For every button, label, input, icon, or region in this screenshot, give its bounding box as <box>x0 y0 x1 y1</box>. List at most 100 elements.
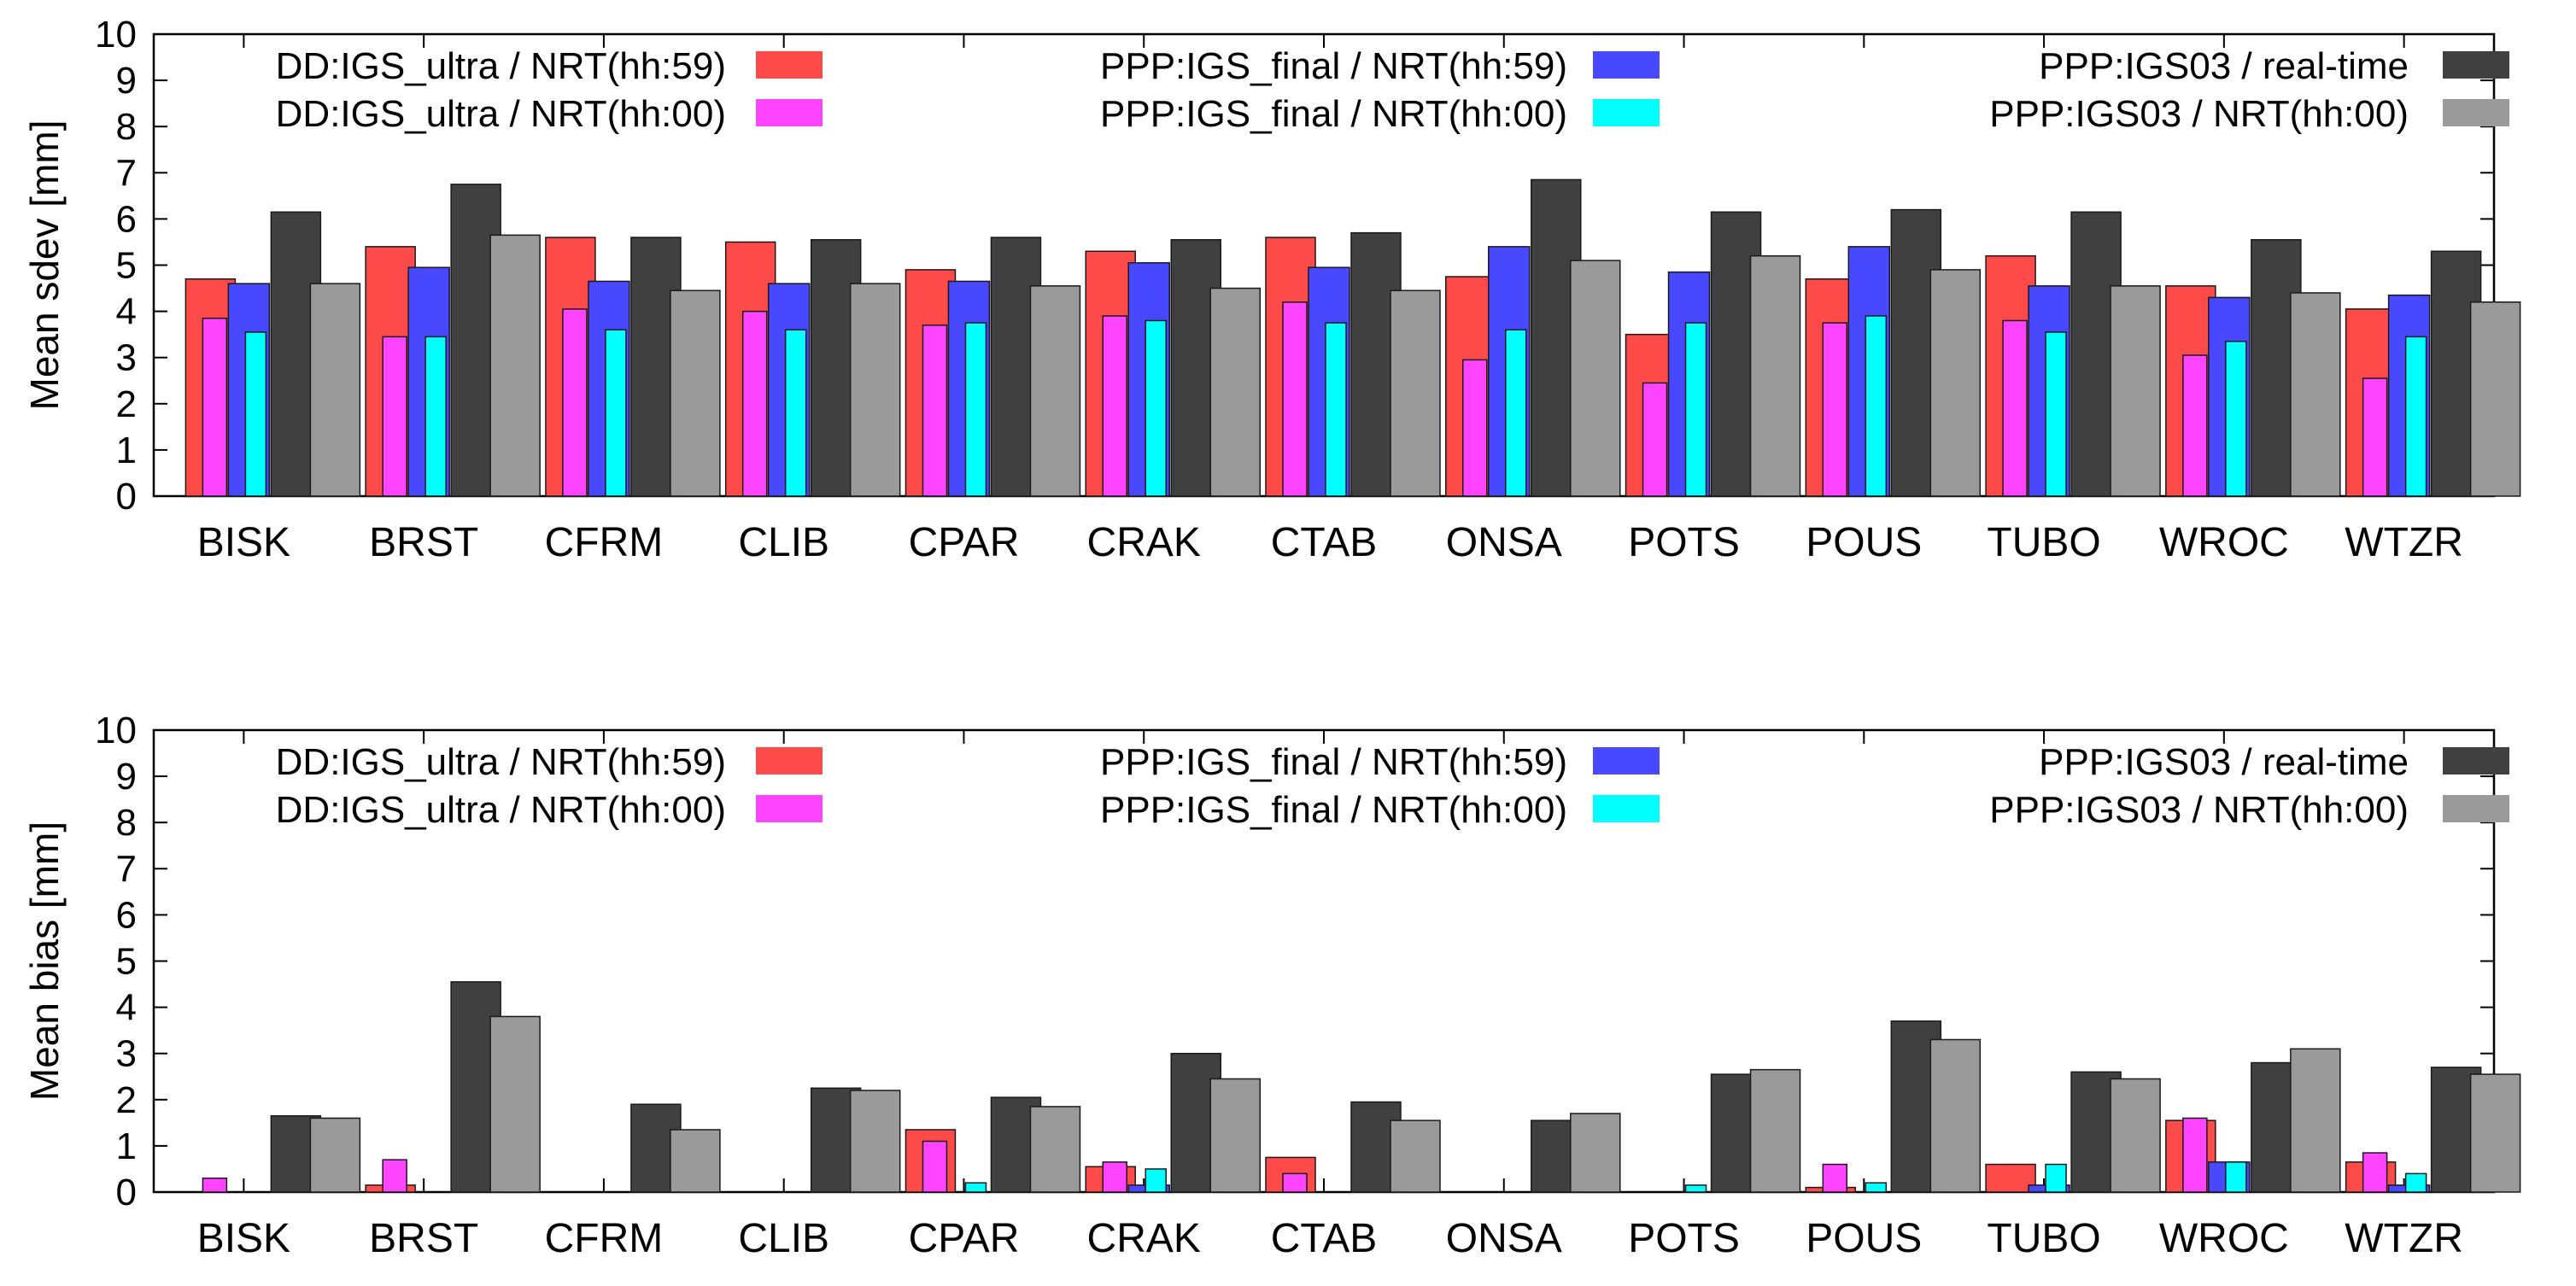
bar <box>309 283 361 497</box>
bar <box>2002 319 2028 497</box>
legend-label: PPP:IGS_final / NRT(hh:00) <box>1100 789 1567 831</box>
bar <box>1749 1068 1801 1193</box>
x-tick-label: CLIB <box>738 1216 829 1261</box>
y-tick-label: 6 <box>116 894 137 936</box>
y-tick-label: 0 <box>116 476 137 517</box>
legend-swatch <box>756 747 823 775</box>
bar <box>562 308 588 497</box>
bar <box>2110 1078 2161 1193</box>
bar <box>489 1015 541 1193</box>
y-tick-label: 1 <box>116 1125 137 1167</box>
bar <box>1929 1038 1982 1193</box>
x-tick-label: WROC <box>2159 1216 2289 1261</box>
x-tick-label: WROC <box>2159 520 2289 565</box>
bar <box>2225 341 2247 497</box>
bar <box>2469 301 2521 497</box>
y-tick-label: 10 <box>95 710 137 751</box>
x-tick-label: ONSA <box>1446 1216 1562 1261</box>
x-tick-label: CLIB <box>738 520 829 565</box>
bar <box>2182 354 2208 497</box>
bar <box>964 322 987 497</box>
bar <box>1749 254 1801 497</box>
bar <box>1684 1184 1707 1193</box>
x-tick-label: TUBO <box>1987 1216 2100 1261</box>
x-tick-label: CRAK <box>1087 1216 1201 1261</box>
x-tick-label: CTAB <box>1271 520 1377 565</box>
bar <box>2045 331 2067 497</box>
bar <box>1570 1113 1621 1193</box>
y-tick-label: 5 <box>116 245 137 287</box>
y-tick-label: 7 <box>116 152 137 194</box>
legend-swatch <box>2443 99 2509 126</box>
bar <box>922 324 948 497</box>
y-tick-label: 9 <box>116 756 137 798</box>
bar <box>849 1090 901 1193</box>
bar <box>1505 329 1527 497</box>
legend-swatch <box>756 795 823 822</box>
y-tick-label: 1 <box>116 430 137 471</box>
legend-label: PPP:IGS_final / NRT(hh:59) <box>1100 45 1567 87</box>
x-tick-label: CRAK <box>1087 520 1201 565</box>
bar <box>1462 359 1488 497</box>
bar <box>741 310 768 497</box>
bar <box>2110 285 2161 497</box>
bar <box>1822 322 1848 497</box>
y-axis-label: Mean bias [mm] <box>22 821 67 1101</box>
bar <box>1102 1161 1127 1193</box>
bar <box>1642 382 1668 497</box>
y-axis-label: Mean sdev [mm] <box>22 120 67 411</box>
legend-label: PPP:IGS03 / NRT(hh:00) <box>1989 789 2409 831</box>
x-tick-label: CPAR <box>909 520 1020 565</box>
bar <box>1684 322 1707 497</box>
bar <box>2045 1163 2067 1193</box>
bar <box>244 331 267 497</box>
x-tick-label: WTZR <box>2345 1216 2463 1261</box>
y-tick-label: 0 <box>116 1172 137 1213</box>
bar <box>849 283 901 497</box>
y-tick-label: 4 <box>116 291 137 333</box>
y-tick-label: 8 <box>116 802 137 844</box>
bar <box>1325 322 1347 497</box>
y-tick-label: 5 <box>116 941 137 983</box>
bar <box>1985 1163 2036 1193</box>
legend-label: DD:IGS_ultra / NRT(hh:59) <box>276 45 726 87</box>
legend-swatch <box>1593 747 1660 775</box>
legend-swatch <box>2443 795 2509 822</box>
bar <box>670 289 721 497</box>
x-tick-label: WTZR <box>2345 520 2463 565</box>
x-tick-label: BRST <box>369 1216 478 1261</box>
legend-label: PPP:IGS_final / NRT(hh:59) <box>1100 741 1567 783</box>
x-tick-label: BISK <box>197 1216 290 1261</box>
legend-swatch <box>2443 747 2509 775</box>
legend-swatch <box>756 99 823 126</box>
bar <box>1209 287 1261 497</box>
bar <box>1209 1078 1261 1193</box>
legend-swatch <box>2443 51 2509 79</box>
legend-label: DD:IGS_ultra / NRT(hh:00) <box>276 93 726 135</box>
y-tick-label: 8 <box>116 106 137 148</box>
y-tick-label: 2 <box>116 383 137 425</box>
x-tick-label: POUS <box>1806 1216 1922 1261</box>
legend-label: PPP:IGS03 / real-time <box>2039 741 2409 783</box>
legend-swatch <box>1593 99 1660 126</box>
y-tick-label: 3 <box>116 1033 137 1075</box>
legend-swatch <box>1593 51 1660 79</box>
y-tick-label: 2 <box>116 1079 137 1121</box>
bar <box>964 1182 987 1193</box>
bar <box>1282 301 1308 497</box>
x-tick-label: TUBO <box>1987 520 2100 565</box>
bar <box>2404 336 2427 497</box>
legend-label: PPP:IGS03 / real-time <box>2039 45 2409 87</box>
bar <box>1145 319 1167 497</box>
legend-label: DD:IGS_ultra / NRT(hh:00) <box>276 789 726 831</box>
legend-label: PPP:IGS_final / NRT(hh:00) <box>1100 93 1567 135</box>
legend-label: DD:IGS_ultra / NRT(hh:59) <box>276 741 726 783</box>
x-tick-label: BISK <box>197 520 290 565</box>
bar <box>309 1117 361 1193</box>
x-tick-label: CPAR <box>909 1216 1020 1261</box>
bar <box>1029 285 1081 497</box>
bar <box>202 1178 228 1193</box>
bar <box>605 329 627 497</box>
